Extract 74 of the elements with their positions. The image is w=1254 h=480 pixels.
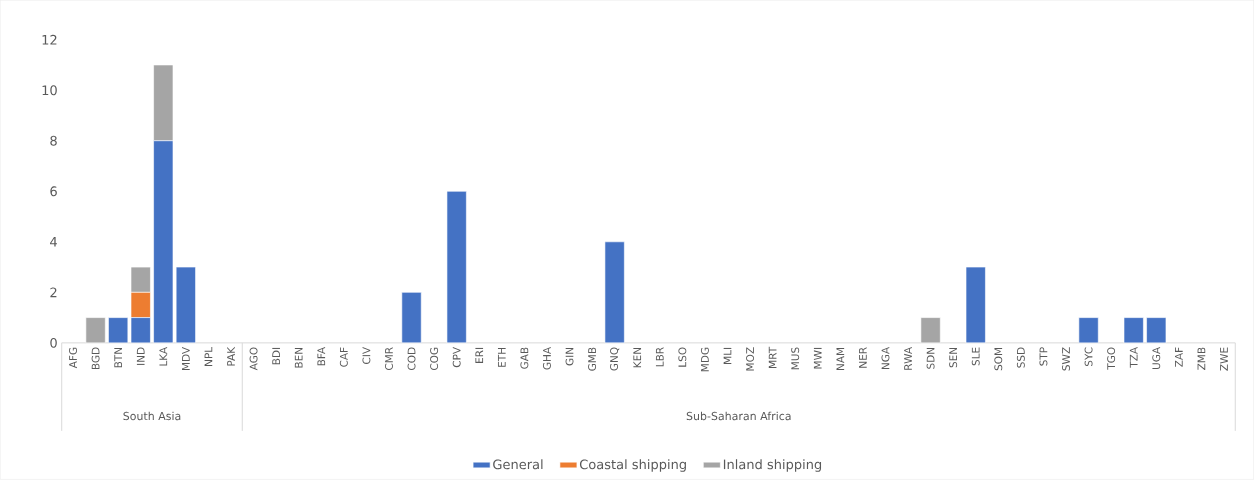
x-tick-label: NPL: [204, 347, 213, 367]
x-tick-label: SEN: [949, 348, 958, 368]
x-tick-label: CIV: [362, 347, 371, 365]
x-tick-label: GHA: [542, 347, 551, 370]
x-tick-label: ZWE: [1220, 347, 1228, 371]
y-tick-label: 6: [50, 186, 57, 197]
x-tick-label: NER: [859, 347, 867, 368]
x-tick-label: SYC: [1084, 347, 1093, 367]
x-tick-label: BGD: [91, 347, 100, 370]
x-tick-label: AFG: [69, 347, 77, 369]
x-tick-label: BFA: [317, 347, 326, 366]
bar: [446, 191, 467, 344]
legend-label: Coastal shipping: [579, 459, 686, 472]
bar: [965, 266, 986, 344]
x-tick-label: ERI: [475, 348, 484, 364]
x-tick-label: AGO: [249, 347, 258, 371]
text: South Asia: [123, 411, 181, 421]
legend-label: Inland shipping: [723, 459, 822, 472]
bar: [85, 317, 106, 344]
y-tick-label: 2: [50, 287, 57, 298]
x-tick-label: MUS: [791, 347, 800, 370]
x-tick-label: BDI: [272, 348, 280, 365]
x-tick-label: SLE: [971, 347, 980, 366]
x-tick-label: GMB: [588, 347, 597, 371]
x-tick-label: SSD: [1016, 347, 1025, 368]
x-tick-label: SDN: [926, 348, 935, 370]
x-tick-label: IND: [136, 347, 145, 366]
x-tick-label: BTN: [114, 348, 122, 368]
bar: [1146, 317, 1167, 344]
x-tick-label: ZAF: [1175, 347, 1183, 368]
x-tick-label: MRT: [768, 347, 777, 369]
x-tick-label: CAF: [339, 347, 348, 368]
x-tick-label: TZA: [1129, 347, 1138, 368]
bar: [920, 317, 941, 344]
x-tick-label: RWA: [904, 347, 912, 370]
legend-label: General: [493, 459, 543, 470]
x-tick-label: COG: [430, 347, 439, 371]
y-tick-label: 0: [50, 338, 57, 348]
x-tick-label: MOZ: [746, 347, 755, 371]
x-tick-label: SOM: [994, 348, 1003, 371]
x-tick-label: GIN: [565, 348, 574, 366]
x-tick-label: KEN: [633, 348, 642, 368]
x-tick-label: MDG: [700, 347, 709, 372]
x-tick-label: LBR: [655, 347, 664, 367]
x-tick-label: PAK: [227, 346, 235, 366]
x-tick-label: UGA: [1152, 347, 1161, 370]
bar: [604, 241, 625, 344]
x-tick-label: ETH: [497, 348, 506, 367]
x-tick-label: GNQ: [610, 347, 620, 371]
x-tick-label: SWZ: [1062, 347, 1070, 371]
x-tick-label: CPV: [452, 347, 461, 368]
x-tick-label: MLI: [723, 348, 732, 365]
x-tick-label: TGO: [1107, 347, 1116, 370]
text: Sub-Saharan Africa: [686, 411, 791, 421]
x-tick-label: GAB: [520, 347, 529, 370]
x-tick-label: ZMB: [1197, 347, 1206, 371]
x-tick-label: CMR: [384, 347, 393, 371]
y-tick-label: 4: [50, 237, 57, 247]
bar: [401, 292, 422, 344]
y-tick-label: 10: [42, 85, 57, 96]
x-tick-label: MDV: [182, 347, 190, 371]
x-tick-label: STP: [1039, 347, 1048, 366]
x-tick-label: LSO: [678, 347, 687, 367]
y-tick-label: 8: [50, 136, 57, 146]
x-tick-label: BEN: [294, 348, 303, 368]
bar: [1123, 317, 1144, 344]
x-tick-label: LKA: [159, 347, 168, 366]
x-tick-label: MWI: [813, 348, 822, 369]
x-tick-label: NGA: [881, 347, 890, 370]
bar: [175, 266, 196, 344]
x-tick-label: NAM: [836, 348, 845, 371]
y-tick-label: 12: [42, 35, 57, 45]
bar: [1078, 317, 1099, 344]
x-tick-label: COD: [407, 347, 416, 371]
